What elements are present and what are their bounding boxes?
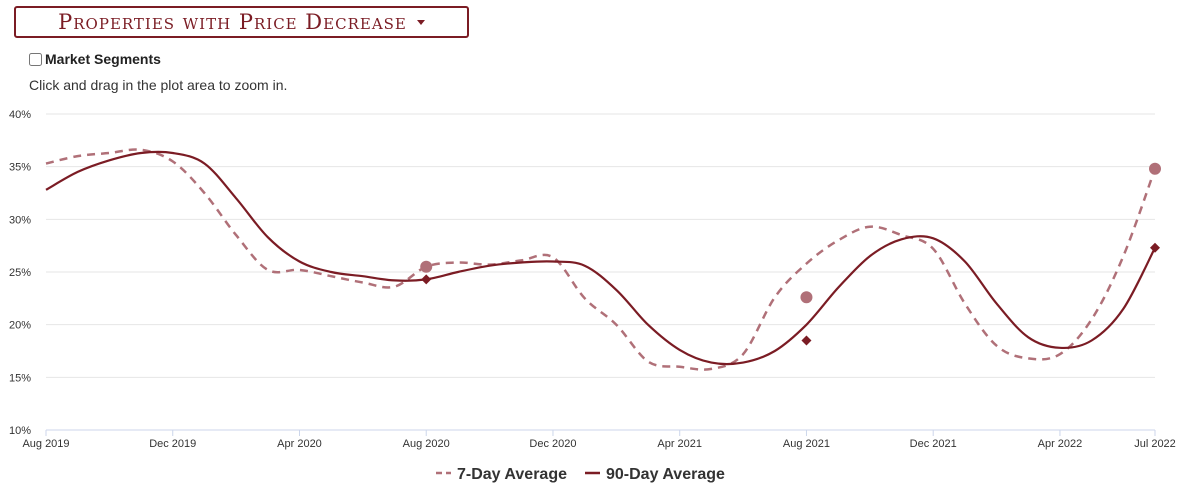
series-line-90-day-average[interactable] [45,150,1156,366]
legend-label: 90-Day Average [606,466,725,483]
dropdown-label: Properties with Price Decrease [58,10,407,34]
x-tick-label: Dec 2019 [149,438,196,450]
y-tick-label: 40% [9,109,31,121]
series-layer [45,148,1161,371]
x-tick-label: Dec 2020 [529,438,576,450]
grid-lines [46,113,1155,431]
x-tick-label: Aug 2021 [783,438,830,450]
x-tick-label: Apr 2022 [1038,438,1083,450]
x-tick-label: Jul 2022 [1134,438,1176,450]
y-tick-label: 25% [9,267,31,279]
x-tick-label: Aug 2019 [22,438,69,450]
y-tick-label: 20% [9,320,31,332]
x-tick-label: Apr 2021 [657,438,702,450]
line-chart[interactable]: 10% 15% 20% 25% 30% 35% 40% Aug 2019 Dec 2019 Ap… [0,100,1178,496]
data-point-90-day-average[interactable] [801,335,812,346]
market-segments-toggle[interactable]: Market Segments [29,51,161,67]
x-axis: Aug 2019 Dec 2019 Apr 2020 Aug 2020 Dec 2020… [22,429,1176,450]
x-tick-label: Aug 2020 [403,438,450,450]
zoom-hint: Click and drag in the plot area to zoom … [29,77,288,93]
data-point-90-day-average[interactable] [421,274,432,285]
market-segments-label: Market Segments [45,51,161,67]
y-axis-labels: 10% 15% 20% 25% 30% 35% 40% [9,109,31,437]
data-point-7-day-average[interactable] [800,291,813,304]
y-tick-label: 30% [9,214,31,226]
data-point-7-day-average[interactable] [1149,162,1161,175]
caret-down-icon [416,19,425,25]
chart-type-dropdown[interactable]: Properties with Price Decrease [14,6,469,38]
legend-label: 7-Day Average [457,466,567,483]
x-tick-label: Dec 2021 [910,438,957,450]
y-tick-label: 10% [9,425,31,437]
series-line-7-day-average[interactable] [45,148,1157,371]
data-point-90-day-average[interactable] [1150,242,1160,253]
legend-item-90-day-average[interactable]: 90-Day Average [585,466,725,483]
x-tick-label: Apr 2020 [277,438,322,450]
legend: 7-Day Average 90-Day Average [436,466,725,483]
y-tick-label: 15% [9,372,31,384]
y-tick-label: 35% [9,162,31,174]
data-point-7-day-average[interactable] [420,260,433,273]
market-segments-checkbox[interactable] [29,52,42,66]
legend-item-7-day-average[interactable]: 7-Day Average [436,466,567,483]
